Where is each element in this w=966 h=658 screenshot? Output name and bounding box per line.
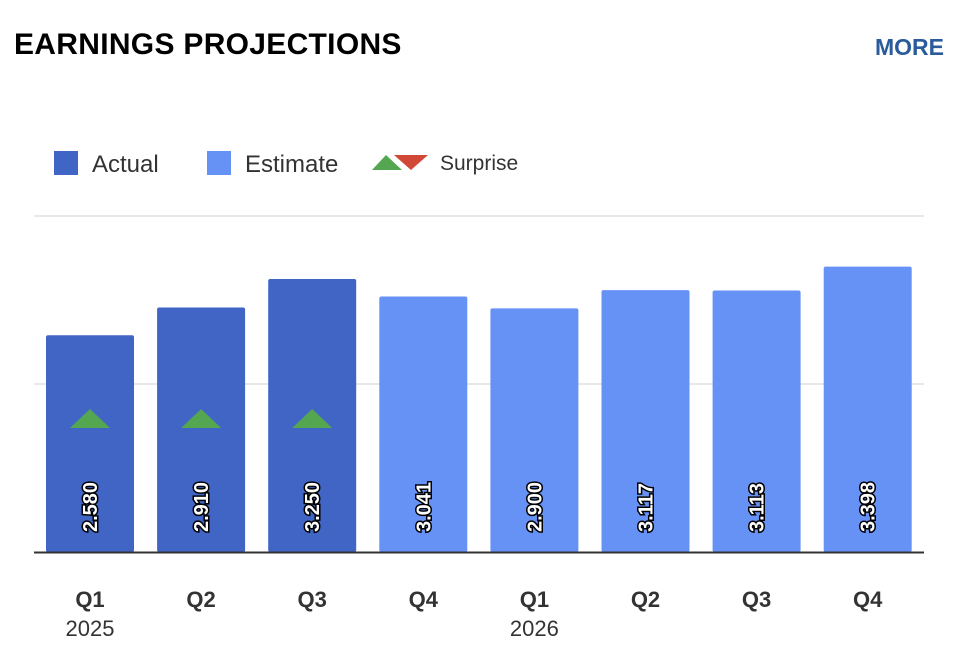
bar-actual xyxy=(157,307,246,552)
more-link[interactable]: MORE xyxy=(875,34,944,60)
bar-estimate xyxy=(823,266,912,552)
legend-swatch-actual xyxy=(54,151,78,175)
x-tick-label: Q2 xyxy=(186,587,215,612)
x-tick-label: Q1 xyxy=(75,587,104,612)
data-label: 3.117 xyxy=(636,483,658,532)
bar-estimate xyxy=(490,308,579,552)
x-tick-label: Q1 xyxy=(520,587,549,612)
surprise-down-legend-icon xyxy=(394,155,428,170)
legend-label-estimate: Estimate xyxy=(245,151,338,178)
bar-estimate xyxy=(712,290,801,552)
data-label: 3.041 xyxy=(413,482,435,532)
year-label: 2025 xyxy=(66,616,115,641)
x-tick-label: Q3 xyxy=(742,587,771,612)
year-label: 2026 xyxy=(510,616,559,641)
legend-swatch-estimate xyxy=(207,151,231,175)
bar-actual xyxy=(46,335,134,552)
legend-label-surprise: Surprise xyxy=(440,152,518,175)
x-tick-label: Q3 xyxy=(298,587,327,612)
bar-estimate xyxy=(601,290,690,552)
data-label: 2.910 xyxy=(191,482,213,532)
bar-estimate xyxy=(379,296,468,552)
surprise-up-icon xyxy=(181,409,222,428)
legend-label-actual: Actual xyxy=(92,151,159,178)
data-label: 2.580 xyxy=(80,482,102,532)
surprise-up-icon xyxy=(70,409,110,428)
data-label: 3.113 xyxy=(747,483,769,532)
x-tick-label: Q4 xyxy=(409,587,439,612)
surprise-up-icon xyxy=(292,409,333,428)
data-label: 3.250 xyxy=(302,482,324,532)
surprise-up-legend-icon xyxy=(372,155,402,170)
x-tick-label: Q2 xyxy=(631,587,660,612)
data-label: 2.900 xyxy=(524,482,546,532)
x-tick-label: Q4 xyxy=(853,587,883,612)
page-title: EARNINGS PROJECTIONS xyxy=(14,28,402,61)
data-label: 3.398 xyxy=(858,482,880,532)
